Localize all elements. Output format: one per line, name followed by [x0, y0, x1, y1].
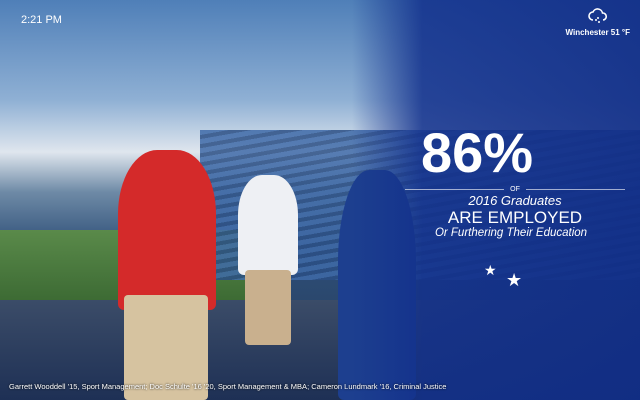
stat-employed: ARE EMPLOYED — [447, 208, 583, 227]
cloud-rain-icon — [587, 8, 607, 23]
divider — [405, 189, 505, 190]
star-icon: ★ — [484, 262, 497, 278]
statistic-panel: 86% OF 2016 Graduates ARE EMPLOYED Or Fu… — [405, 124, 626, 239]
stat-percent: 86% — [421, 121, 534, 184]
weather-location-temp: Winchester 51 °F — [565, 28, 630, 37]
stat-further: Or Furthering Their Education — [434, 227, 588, 239]
stat-graduates: 2016 Graduates — [468, 193, 562, 208]
divider — [525, 189, 626, 190]
clock: 2:21 PM — [21, 14, 62, 26]
star-icon: ★ — [506, 270, 523, 290]
stat-of: OF — [510, 186, 520, 193]
weather-widget[interactable]: Winchester 51 °F — [566, 8, 630, 37]
photo-credit: Garrett Wooddell '15, Sport Management; … — [9, 382, 447, 391]
